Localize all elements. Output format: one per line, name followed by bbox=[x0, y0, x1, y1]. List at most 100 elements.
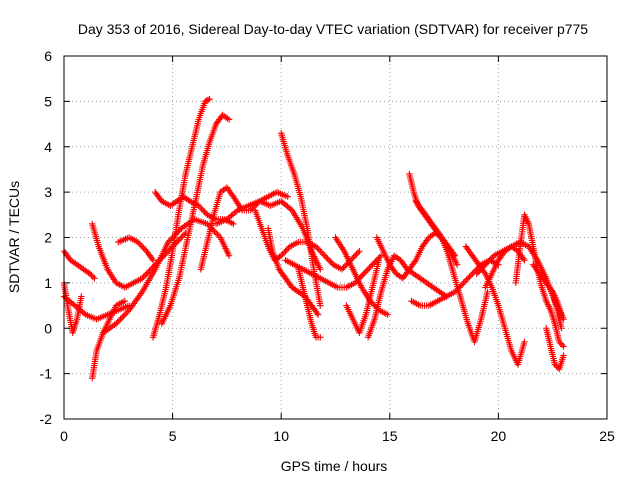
data-point bbox=[225, 116, 233, 123]
data-point bbox=[457, 282, 464, 290]
data-point bbox=[474, 269, 482, 276]
data-point bbox=[324, 255, 331, 262]
data-point bbox=[560, 343, 567, 350]
y-tick-label: 1 bbox=[44, 275, 52, 291]
data-point bbox=[359, 272, 366, 279]
data-point bbox=[112, 320, 120, 327]
data-point bbox=[317, 302, 324, 309]
data-point bbox=[280, 249, 288, 256]
data-point bbox=[453, 287, 460, 294]
data-point bbox=[117, 315, 124, 323]
y-tick-label: -2 bbox=[40, 411, 53, 427]
data-point bbox=[199, 207, 207, 214]
series-sat-m bbox=[251, 207, 363, 273]
data-point bbox=[144, 269, 152, 276]
data-point bbox=[201, 208, 208, 215]
x-tick-labels: 0 5 10 15 20 25 bbox=[60, 428, 615, 444]
data-point bbox=[451, 288, 459, 296]
data-point bbox=[463, 276, 470, 284]
data-point bbox=[86, 270, 94, 277]
data-point bbox=[318, 249, 325, 256]
data-point bbox=[282, 247, 289, 255]
y-tick-label: 5 bbox=[44, 93, 52, 109]
series-sat-o bbox=[278, 129, 324, 309]
data-point bbox=[467, 272, 475, 279]
data-point bbox=[521, 338, 528, 346]
x-tick-label: 20 bbox=[491, 428, 507, 444]
data-point bbox=[137, 241, 144, 249]
data-point bbox=[340, 264, 347, 271]
data-point bbox=[548, 287, 555, 294]
series-sat-k bbox=[197, 184, 291, 273]
data-point bbox=[364, 266, 372, 273]
series-sat-g bbox=[99, 216, 233, 336]
data-point bbox=[148, 255, 156, 262]
data-point bbox=[121, 297, 129, 305]
data-point bbox=[560, 315, 567, 323]
y-axis-label: SDTVAR / TECUs bbox=[6, 181, 22, 293]
series-sat-i bbox=[149, 95, 213, 341]
data-point bbox=[314, 244, 321, 252]
data-point bbox=[279, 250, 286, 258]
series-sat-s bbox=[343, 256, 383, 336]
data-point bbox=[361, 269, 369, 276]
data-point bbox=[363, 267, 370, 274]
data-point bbox=[460, 279, 467, 287]
data-point bbox=[366, 264, 373, 271]
data-point bbox=[196, 204, 204, 211]
data-point bbox=[314, 311, 322, 318]
data-point bbox=[351, 279, 359, 287]
data-point bbox=[322, 253, 330, 261]
data-point bbox=[411, 258, 418, 265]
data-point bbox=[370, 260, 378, 267]
data-point bbox=[520, 255, 527, 262]
data-point bbox=[180, 231, 188, 238]
y-tick-label: 3 bbox=[44, 184, 52, 200]
data-point bbox=[283, 246, 291, 253]
series-sat-f bbox=[115, 234, 157, 264]
y-tick-label: 4 bbox=[44, 139, 52, 155]
data-point bbox=[356, 247, 363, 255]
data-point bbox=[350, 253, 357, 261]
series-sat-ac bbox=[529, 261, 565, 332]
data-point bbox=[206, 95, 213, 103]
data-point bbox=[229, 191, 236, 199]
data-point bbox=[556, 338, 563, 346]
series-sat-ab bbox=[512, 211, 567, 350]
data-point bbox=[560, 352, 567, 359]
data-point bbox=[456, 284, 463, 291]
data-point bbox=[558, 325, 565, 332]
data-point bbox=[118, 314, 126, 321]
series-sat-p bbox=[295, 266, 324, 341]
data-point bbox=[487, 255, 495, 262]
series-sat-b bbox=[60, 247, 98, 282]
data-point bbox=[482, 261, 489, 268]
data-point bbox=[114, 319, 121, 326]
data-point bbox=[80, 310, 88, 317]
data-point bbox=[179, 232, 186, 240]
data-point bbox=[121, 311, 129, 318]
data-point bbox=[353, 250, 360, 258]
data-point bbox=[437, 232, 445, 240]
data-point bbox=[284, 193, 291, 200]
x-tick-label: 15 bbox=[382, 428, 398, 444]
data-point bbox=[483, 260, 491, 267]
y-tick-label: 0 bbox=[44, 320, 52, 336]
data-point bbox=[376, 253, 383, 261]
data-point bbox=[140, 273, 147, 281]
data-point bbox=[149, 256, 157, 264]
data-point bbox=[486, 256, 493, 264]
data-point bbox=[317, 334, 324, 341]
data-point bbox=[369, 261, 376, 268]
data-point bbox=[327, 258, 334, 265]
data-point bbox=[120, 312, 127, 320]
data-point bbox=[141, 272, 149, 279]
data-point bbox=[312, 243, 320, 250]
data-point bbox=[140, 244, 147, 252]
data-point bbox=[88, 272, 95, 279]
series-sat-ad bbox=[542, 325, 567, 373]
data-point bbox=[466, 273, 473, 281]
x-tick-label: 0 bbox=[60, 428, 68, 444]
data-point bbox=[225, 252, 233, 259]
